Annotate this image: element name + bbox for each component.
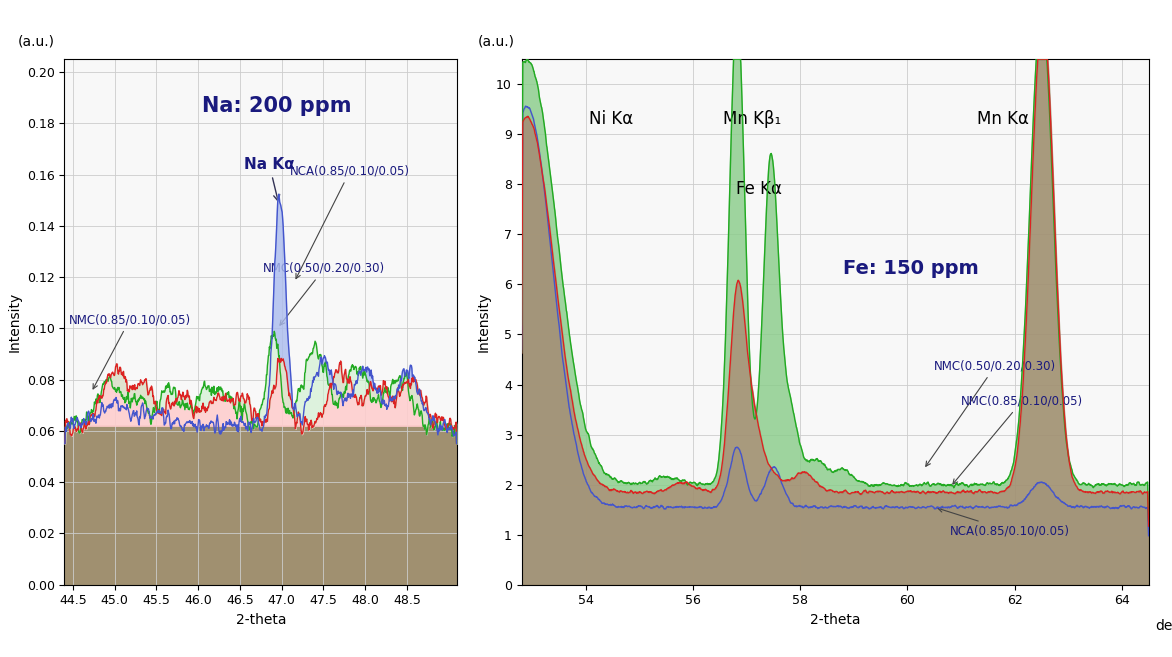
X-axis label: 2-theta: 2-theta <box>810 613 860 627</box>
Text: NCA(0.85/0.10/0.05): NCA(0.85/0.10/0.05) <box>938 507 1070 537</box>
Text: NMC(0.50/0.20/0.30): NMC(0.50/0.20/0.30) <box>926 359 1056 466</box>
Text: NMC(0.85/0.10/0.05): NMC(0.85/0.10/0.05) <box>69 313 191 389</box>
Text: Na: 200 ppm: Na: 200 ppm <box>202 96 352 116</box>
Text: (a.u.): (a.u.) <box>478 35 515 49</box>
Text: Mn Kα: Mn Kα <box>977 110 1029 128</box>
Text: Ni Kα: Ni Kα <box>588 110 633 128</box>
Text: NMC(0.50/0.20/0.30): NMC(0.50/0.20/0.30) <box>264 262 386 325</box>
Text: NMC(0.85/0.10/0.05): NMC(0.85/0.10/0.05) <box>953 394 1083 484</box>
Text: Mn Kβ₁: Mn Kβ₁ <box>722 110 781 128</box>
X-axis label: 2-theta: 2-theta <box>236 613 286 627</box>
Text: NCA(0.85/0.10/0.05): NCA(0.85/0.10/0.05) <box>289 164 410 279</box>
Text: (a.u.): (a.u.) <box>18 35 54 49</box>
Y-axis label: Intensity: Intensity <box>476 292 490 352</box>
Text: deg: deg <box>1154 619 1172 633</box>
Text: Na Kα: Na Kα <box>244 158 294 201</box>
Text: Fe: 150 ppm: Fe: 150 ppm <box>843 260 979 279</box>
Text: Fe Kα: Fe Kα <box>736 180 782 198</box>
Y-axis label: Intensity: Intensity <box>7 292 21 352</box>
